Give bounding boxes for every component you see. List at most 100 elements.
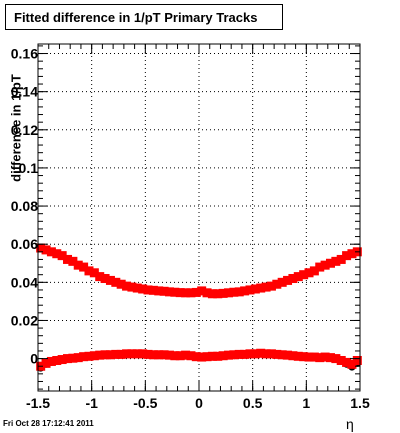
data-point-red xyxy=(304,352,314,362)
timestamp: Fri Oct 28 17:12:41 2011 xyxy=(3,419,94,428)
data-point-red xyxy=(325,353,335,363)
y-tick-label: 0.14 xyxy=(11,84,38,100)
data-point-red xyxy=(213,351,223,361)
data-point-red xyxy=(283,275,293,285)
data-point-red xyxy=(309,352,319,362)
data-point-red xyxy=(46,247,56,257)
data-point-red xyxy=(159,286,169,296)
data-point-red xyxy=(73,353,83,363)
data-point-red xyxy=(191,287,201,297)
data-point-red xyxy=(352,355,362,365)
data-point-red xyxy=(41,358,51,368)
data-point-red xyxy=(207,289,217,299)
data-point-red xyxy=(116,279,126,289)
data-point-red xyxy=(63,254,73,264)
x-tick-label: 0 xyxy=(195,395,203,411)
x-tick-label: 1.5 xyxy=(350,395,370,411)
data-point-red xyxy=(191,352,201,362)
data-point-red xyxy=(36,243,46,253)
data-point-red xyxy=(122,349,132,359)
data-point-red xyxy=(336,254,346,264)
data-point-red xyxy=(207,351,217,361)
data-point-red xyxy=(309,266,319,276)
y-axis-label: difference in 1/pT xyxy=(9,74,24,182)
data-point-red xyxy=(95,272,105,282)
data-point-red xyxy=(186,351,196,361)
data-point-red xyxy=(181,350,191,360)
data-point-red xyxy=(175,351,185,361)
data-point-red xyxy=(132,349,142,359)
data-point-red xyxy=(288,274,298,284)
data-point-red xyxy=(202,352,212,362)
data-point-red xyxy=(304,268,314,278)
axis-ticks xyxy=(37,44,361,391)
data-markers xyxy=(36,243,362,372)
y-tick-label: 0.08 xyxy=(11,198,38,214)
y-tick-label: 0.16 xyxy=(11,46,38,62)
y-tick-label: 0.1 xyxy=(19,160,39,176)
tick-labels: -1.5 -1 -0.5 0 0.5 1 1.5 0 0.02 0.04 0.06 0.08 0.1 0.… xyxy=(11,46,370,411)
data-point-red xyxy=(240,286,250,296)
data-point-red xyxy=(89,268,99,278)
data-point-red xyxy=(111,277,121,287)
data-point-red xyxy=(57,355,67,365)
data-point-red xyxy=(197,286,207,296)
data-point-red xyxy=(325,258,335,268)
data-point-red xyxy=(277,350,287,360)
data-point-red xyxy=(293,351,303,361)
data-point-red xyxy=(116,349,126,359)
data-point-red xyxy=(315,353,325,363)
data-point-red xyxy=(159,350,169,360)
chart-title-text: Fitted difference in 1/pT Primary Tracks xyxy=(14,9,258,25)
data-point-red xyxy=(342,357,352,367)
x-tick-label: -1.5 xyxy=(26,395,50,411)
data-point-red xyxy=(164,287,174,297)
data-point-red xyxy=(256,348,266,358)
data-point-red xyxy=(331,256,341,266)
data-point-red xyxy=(256,283,266,293)
data-point-red xyxy=(127,282,137,292)
data-point-red xyxy=(347,359,357,369)
data-point-red xyxy=(336,355,346,365)
data-point-red xyxy=(202,288,212,298)
data-point-red xyxy=(63,354,73,364)
data-point-red xyxy=(240,349,250,359)
data-point-red xyxy=(245,285,255,295)
x-axis-label: η xyxy=(346,416,354,432)
data-point-red xyxy=(73,260,83,270)
data-point-red xyxy=(315,262,325,272)
data-point-red xyxy=(293,272,303,282)
data-point-red xyxy=(229,287,239,297)
data-point-red xyxy=(143,285,153,295)
data-point-red xyxy=(122,281,132,291)
data-point-red xyxy=(68,256,78,266)
data-point-red xyxy=(84,351,94,361)
x-tick-label: -1 xyxy=(85,395,98,411)
data-point-red xyxy=(41,245,51,255)
data-point-red xyxy=(100,350,110,360)
y-tick-label: 0 xyxy=(30,351,38,367)
x-tick-label: 1 xyxy=(302,395,310,411)
data-point-red xyxy=(234,287,244,297)
data-point-red xyxy=(331,354,341,364)
data-point-red xyxy=(266,281,276,291)
data-point-red xyxy=(181,288,191,298)
y-tick-label: 0.06 xyxy=(11,236,38,252)
data-point-red xyxy=(272,349,282,359)
data-point-red xyxy=(342,251,352,261)
data-point-red xyxy=(79,352,89,362)
data-point-red xyxy=(197,352,207,362)
data-point-red xyxy=(283,350,293,360)
data-point-red xyxy=(320,352,330,362)
data-point-red xyxy=(138,349,148,359)
data-point-red xyxy=(261,282,271,292)
data-point-red xyxy=(288,351,298,361)
data-point-red xyxy=(250,284,260,294)
data-point-red xyxy=(224,350,234,360)
x-tick-label: -0.5 xyxy=(133,395,157,411)
data-point-red xyxy=(213,289,223,299)
data-point-red xyxy=(105,275,115,285)
data-point-red xyxy=(79,262,89,272)
data-point-red xyxy=(138,284,148,294)
